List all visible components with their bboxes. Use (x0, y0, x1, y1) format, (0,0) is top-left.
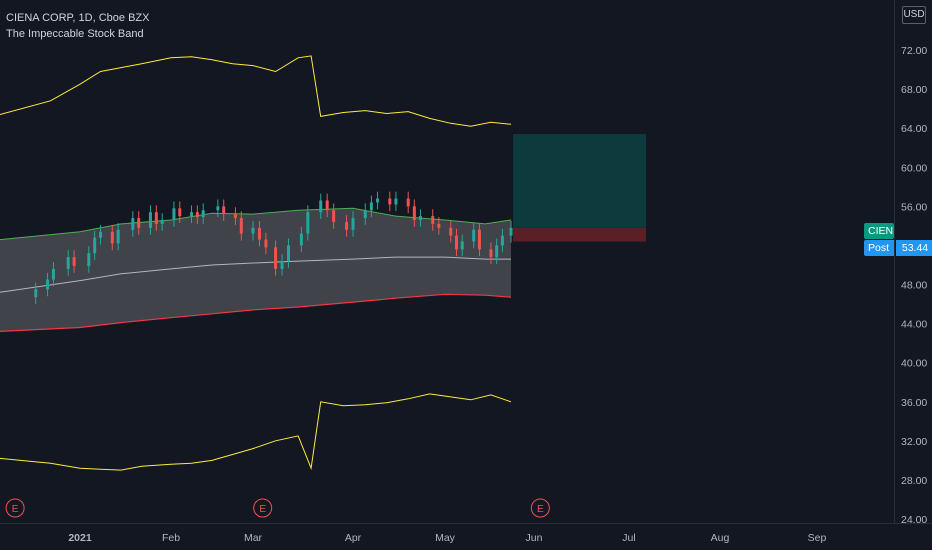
candle-body[interactable] (251, 227, 255, 234)
time-tick-label: 2021 (68, 532, 92, 544)
candle-body[interactable] (99, 231, 103, 238)
earnings-marker[interactable] (5, 498, 25, 518)
price-tick-label: 24.00 (901, 514, 927, 526)
earnings-marker-label: E (259, 504, 266, 515)
candle-body[interactable] (489, 249, 493, 258)
price-tick-label: 72.00 (901, 45, 927, 57)
target-zone[interactable] (513, 134, 646, 228)
candle-body[interactable] (264, 239, 268, 248)
candle-body[interactable] (233, 214, 237, 219)
candle-body[interactable] (216, 206, 220, 211)
candle-body[interactable] (418, 216, 422, 221)
session-tag: Post (864, 240, 894, 256)
stop-zone[interactable] (513, 227, 646, 242)
candle-body[interactable] (195, 212, 199, 218)
earnings-marker-label: E (12, 504, 19, 515)
candle-body[interactable] (388, 198, 392, 205)
candle-body[interactable] (306, 212, 310, 234)
candle-body[interactable] (376, 198, 380, 203)
candle-body[interactable] (431, 216, 435, 224)
candle-body[interactable] (201, 210, 205, 218)
candle-body[interactable] (280, 261, 284, 269)
candle-body[interactable] (500, 235, 504, 246)
price-tick-label: 68.00 (901, 84, 927, 96)
candle-body[interactable] (34, 289, 38, 298)
candle-body[interactable] (66, 257, 70, 269)
candle-body[interactable] (239, 218, 243, 234)
candle-body[interactable] (110, 231, 114, 244)
candle-body[interactable] (51, 268, 55, 280)
candle-body[interactable] (116, 229, 120, 244)
earnings-marker[interactable] (253, 498, 273, 518)
candle-body[interactable] (93, 237, 97, 254)
upper-band-line[interactable] (0, 207, 512, 241)
candle-body[interactable] (437, 223, 441, 228)
candle-body[interactable] (351, 218, 355, 230)
price-tick-label: 32.00 (901, 436, 927, 448)
candle-body[interactable] (369, 202, 373, 211)
currency-selector[interactable]: USD (902, 6, 926, 24)
candle-body[interactable] (319, 200, 323, 213)
candle-body[interactable] (477, 229, 481, 250)
candle-body[interactable] (449, 227, 453, 236)
candle-body[interactable] (412, 206, 416, 221)
price-tick-label: 48.00 (901, 280, 927, 292)
candle-body[interactable] (257, 227, 261, 240)
symbol-title[interactable]: CIENA CORP, 1D, Cboe BZX (6, 12, 150, 24)
candle-body[interactable] (454, 235, 458, 250)
candle-body[interactable] (178, 208, 182, 217)
time-tick-label: Jun (526, 532, 543, 544)
candle-body[interactable] (460, 241, 464, 250)
candle-body[interactable] (394, 198, 398, 205)
candle-body[interactable] (87, 253, 91, 266)
price-tick-label: 56.00 (901, 201, 927, 213)
price-tick-label: 64.00 (901, 123, 927, 135)
candle-body[interactable] (325, 200, 329, 211)
candle-body[interactable] (72, 257, 76, 266)
candle-body[interactable] (332, 210, 336, 222)
candle-body[interactable] (345, 221, 349, 230)
candle-body[interactable] (137, 218, 141, 228)
time-tick-label: Feb (162, 532, 180, 544)
earnings-marker[interactable] (530, 498, 550, 518)
candle-body[interactable] (509, 227, 513, 236)
candle-body[interactable] (172, 208, 176, 221)
last-price-tag: 53.44 (896, 240, 932, 256)
candle-body[interactable] (190, 212, 193, 217)
price-tick-label: 36.00 (901, 397, 927, 409)
candle-body[interactable] (154, 212, 158, 224)
candle-body[interactable] (299, 233, 303, 246)
time-tick-label: Aug (711, 532, 730, 544)
time-tick-label: May (435, 532, 456, 544)
band-fill-area (0, 208, 511, 332)
indicator-title[interactable]: The Impeccable Stock Band (6, 28, 144, 40)
time-axis[interactable]: 2021 Feb Mar Apr May Jun Jul Aug Sep (68, 532, 826, 544)
lower-band-line[interactable] (0, 293, 512, 332)
candle-body[interactable] (148, 212, 152, 228)
outer-upper-band-line[interactable] (0, 55, 512, 127)
candle-body[interactable] (495, 245, 499, 258)
price-tick-label: 28.00 (901, 475, 927, 487)
price-tick-label: 40.00 (901, 358, 927, 370)
price-tick-label: 44.00 (901, 319, 927, 331)
symbol-price-tag: CIEN (864, 223, 894, 239)
candle-body[interactable] (222, 206, 226, 215)
outer-lower-band-line[interactable] (0, 393, 512, 471)
candle-body[interactable] (406, 198, 410, 207)
candle-body[interactable] (46, 279, 50, 290)
candle-body[interactable] (160, 220, 164, 224)
price-tick-label: 60.00 (901, 162, 927, 174)
time-tick-label: Sep (808, 532, 827, 544)
chart-legend: CIENA CORP, 1D, Cboe BZX The Impeccable … (6, 10, 149, 42)
candle-body[interactable] (274, 247, 278, 269)
candle-body[interactable] (472, 229, 476, 242)
time-tick-label: Mar (244, 532, 263, 544)
candle-body[interactable] (363, 210, 367, 219)
time-tick-label: Apr (345, 532, 362, 544)
earnings-marker-label: E (537, 504, 544, 515)
candle-body[interactable] (131, 218, 135, 230)
candle-body[interactable] (286, 245, 290, 262)
time-tick-label: Jul (622, 532, 635, 544)
